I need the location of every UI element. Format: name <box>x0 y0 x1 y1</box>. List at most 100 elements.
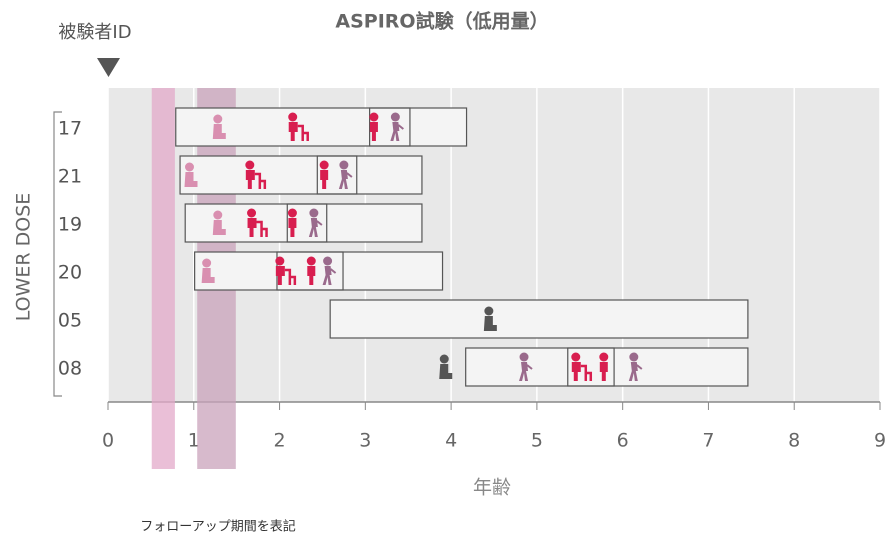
icon-body <box>390 122 400 141</box>
icon-body <box>571 362 581 381</box>
x-tick-label: 9 <box>874 430 886 452</box>
milestone-icon <box>599 352 609 381</box>
row-id: 08 <box>58 358 82 380</box>
icon-body <box>322 266 332 285</box>
icon-body <box>212 220 226 235</box>
icon-walker <box>284 268 297 285</box>
milestone-icon <box>322 256 337 285</box>
icon-head <box>519 352 529 362</box>
milestone-icon <box>519 352 533 381</box>
milestone-icon <box>369 112 379 141</box>
icon-arm <box>397 124 404 130</box>
milestone-icon <box>247 208 268 237</box>
icon-arm <box>346 172 353 178</box>
icon-body <box>320 170 329 189</box>
icon-body <box>308 218 318 237</box>
highlight-box <box>316 155 358 195</box>
x-tick-label: 1 <box>188 430 200 452</box>
icon-head <box>319 160 329 170</box>
icon-body <box>184 172 198 187</box>
follow-up-bar <box>179 155 423 195</box>
icon-head <box>390 112 400 122</box>
icon-head <box>629 352 639 362</box>
x-tick-label: 3 <box>359 430 371 452</box>
milestone-icon <box>275 256 297 285</box>
icon-head <box>247 208 257 218</box>
y-axis-label: LOWER DOSE <box>13 193 35 322</box>
icon-head <box>245 160 255 170</box>
icon-body <box>483 316 497 331</box>
x-tick-label: 8 <box>788 430 800 452</box>
follow-up-bar <box>329 299 749 339</box>
milestone-icon <box>245 160 267 189</box>
icon-body <box>338 170 348 189</box>
milestone-icon <box>288 112 309 141</box>
milestone-icon <box>439 354 453 379</box>
icon-body <box>212 124 226 139</box>
icon-arm <box>636 364 643 370</box>
highlight-box <box>286 203 328 243</box>
icon-head <box>339 160 349 170</box>
icon-head <box>369 112 379 122</box>
icon-body <box>307 266 316 285</box>
milestone-icon <box>184 162 198 187</box>
icon-head <box>309 208 319 218</box>
x-tick-label: 0 <box>102 430 114 452</box>
follow-up-bar <box>194 251 444 291</box>
row-id: 20 <box>58 262 82 284</box>
icon-arm <box>329 268 337 274</box>
icon-head <box>571 352 581 362</box>
row-id: 17 <box>58 118 82 140</box>
x-tick-label: 4 <box>445 430 457 452</box>
shaded-region <box>151 88 175 469</box>
icon-head <box>599 352 609 362</box>
milestone-icon <box>306 256 316 285</box>
id-arrow <box>97 58 120 77</box>
icon-head <box>323 256 333 266</box>
icon-body <box>288 122 298 141</box>
icon-arm <box>316 220 323 226</box>
icon-head <box>288 112 298 122</box>
icon-walker <box>580 364 593 381</box>
milestone-icon <box>483 306 497 331</box>
milestone-icon <box>287 208 297 237</box>
milestone-icon <box>390 112 404 141</box>
icon-body <box>519 362 529 381</box>
row-id: 05 <box>58 310 82 332</box>
x-tick-label: 5 <box>531 430 543 452</box>
icon-body <box>245 170 255 189</box>
icon-walker <box>297 124 309 141</box>
icon-walker <box>254 172 267 189</box>
x-axis-label: 年齢 <box>473 477 511 499</box>
icon-head <box>184 162 194 172</box>
icon-body <box>275 266 285 285</box>
icon-body <box>599 362 608 381</box>
milestone-icon <box>212 114 226 139</box>
icon-head <box>439 354 449 364</box>
icon-body <box>369 122 378 141</box>
x-tick-label: 2 <box>274 430 286 452</box>
x-tick-label: 7 <box>702 430 714 452</box>
follow-up-bar <box>175 107 468 147</box>
icon-head <box>287 208 297 218</box>
icon-head <box>275 256 285 266</box>
icon-head <box>202 258 212 268</box>
row-id: 21 <box>58 166 82 188</box>
icon-body <box>201 268 215 283</box>
milestone-icon <box>212 210 226 235</box>
id-label: 被験者ID <box>58 22 131 43</box>
chart-title: ASPIRO試験（低用量） <box>335 10 548 33</box>
icon-walker <box>256 220 268 237</box>
x-tick-label: 6 <box>617 430 629 452</box>
bracket <box>53 111 62 397</box>
highlight-box <box>567 347 615 387</box>
icon-body <box>247 218 257 237</box>
milestone-icon <box>338 160 353 189</box>
icon-body <box>439 364 453 379</box>
highlight-box <box>369 107 411 147</box>
milestone-icon <box>201 258 215 283</box>
icon-head <box>484 306 494 316</box>
icon-arm <box>526 364 533 370</box>
milestone-icon <box>308 208 323 237</box>
